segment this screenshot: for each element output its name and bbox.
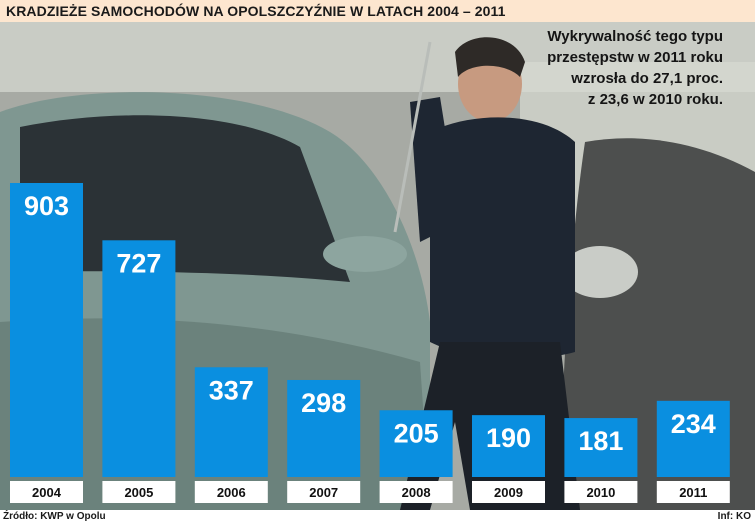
category-box-2011 <box>656 481 730 503</box>
category-box-2010 <box>564 481 638 503</box>
data-label-2009: 190 <box>486 423 531 453</box>
chart-title: KRADZIEŻE SAMOCHODÓW NA OPOLSZCZYŹNIE W … <box>6 3 506 19</box>
category-box-2007 <box>287 481 361 503</box>
category-box-2004 <box>10 481 83 503</box>
bar-2008 <box>379 410 453 477</box>
category-box-2005 <box>102 481 176 503</box>
category-label-2005: 2005 <box>124 485 153 500</box>
bar-2010 <box>564 418 638 477</box>
data-label-2006: 337 <box>209 375 254 405</box>
footer: Źródło: KWP w Opolu Inf: KO <box>0 510 755 524</box>
data-label-2005: 727 <box>116 248 161 278</box>
data-label-2008: 205 <box>394 418 439 448</box>
data-label-2007: 298 <box>301 388 346 418</box>
annotation-line: Wykrywalność tego typu <box>547 28 723 45</box>
category-label-2009: 2009 <box>494 485 523 500</box>
source-note: Źródło: KWP w Opolu <box>3 511 106 522</box>
photo-illustration <box>0 22 755 510</box>
bar-2004 <box>10 183 83 477</box>
bar-2005 <box>102 240 176 477</box>
annotation-line: wzrosła do 27,1 proc. <box>571 70 723 87</box>
annotation-line: przestępstw w 2011 roku <box>547 49 723 66</box>
category-box-2008 <box>379 481 453 503</box>
category-label-2011: 2011 <box>679 485 707 500</box>
data-label-2010: 181 <box>578 426 623 456</box>
category-box-2006 <box>194 481 268 503</box>
category-box-2009 <box>472 481 545 503</box>
bar-2007 <box>287 379 361 477</box>
annotation-text: Wykrywalność tego typu przestępstw w 201… <box>547 26 723 110</box>
credit-note: Inf: KO <box>717 511 751 522</box>
annotation-line: z 23,6 w 2010 roku. <box>587 91 723 108</box>
bar-2006 <box>194 367 268 477</box>
category-label-2010: 2010 <box>586 485 615 500</box>
data-label-2011: 234 <box>671 409 716 439</box>
title-bar: KRADZIEŻE SAMOCHODÓW NA OPOLSZCZYŹNIE W … <box>0 0 755 23</box>
bar-2011 <box>656 400 730 477</box>
category-label-2007: 2007 <box>309 485 338 500</box>
category-label-2008: 2008 <box>402 485 431 500</box>
category-label-2006: 2006 <box>217 485 246 500</box>
bar-2009 <box>472 415 545 477</box>
data-label-2004: 903 <box>24 191 69 221</box>
category-label-2004: 2004 <box>32 485 62 500</box>
